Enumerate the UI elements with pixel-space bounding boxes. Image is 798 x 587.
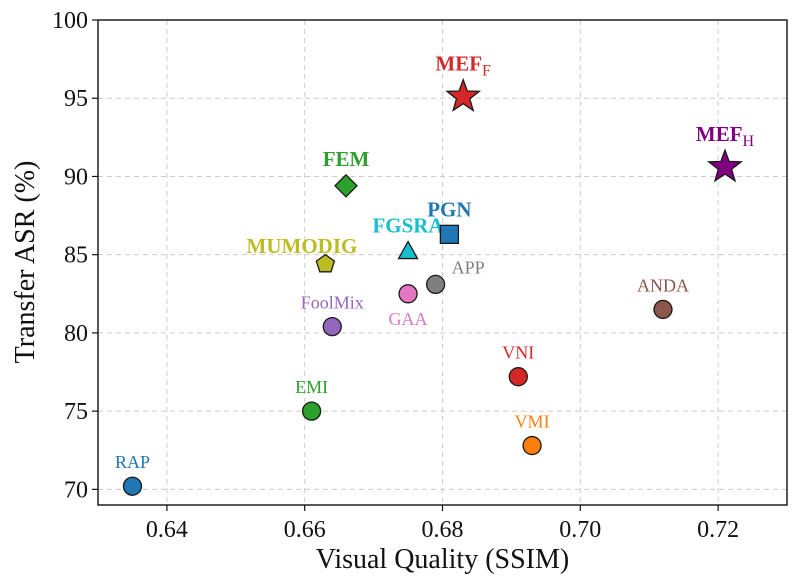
axis-ticks: 0.64 0.66 0.68 0.70 0.72 70 75 80 85 90 95 100 — [52, 8, 739, 543]
app-label: APP — [452, 257, 485, 277]
x-tick-label: 0.70 — [559, 517, 601, 543]
fgsra-label: FGSRA — [372, 214, 444, 238]
vni-label: VNI — [502, 343, 534, 363]
pgn-marker — [439, 224, 460, 244]
y-tick-label: 85 — [64, 243, 88, 269]
y-tick-label: 90 — [64, 164, 88, 190]
y-tick-label: 75 — [64, 399, 88, 425]
x-tick-label: 0.64 — [146, 517, 188, 543]
vni-marker — [508, 367, 528, 387]
y-axis-title: Transfer ASR (%) — [10, 161, 41, 364]
y-tick-label: 80 — [64, 321, 88, 347]
emi-label: EMI — [295, 377, 328, 397]
mef-f-label: MEFF — [435, 52, 491, 80]
rap-label: RAP — [115, 452, 150, 472]
mef-f-label-subscript: F — [482, 63, 491, 80]
app-marker — [425, 274, 446, 295]
mumodig-label: MUMODIG — [247, 234, 358, 258]
mef-h-label: MEFH — [696, 122, 755, 150]
grid — [98, 19, 787, 505]
rap-marker — [122, 476, 143, 496]
x-axis-title: Visual Quality (SSIM) — [316, 544, 569, 575]
gaa-marker — [398, 284, 418, 304]
data-points: RAP EMI FoolMix GAA APP VNI VMI ANDA MUMODIG FGSR… — [115, 52, 755, 496]
y-tick-label: 100 — [52, 8, 88, 34]
mef-h-label-subscript: H — [743, 133, 755, 150]
x-tick-label: 0.72 — [697, 517, 739, 543]
fem-label: FEM — [323, 147, 370, 171]
foolmix-marker — [322, 316, 342, 337]
y-tick-label: 70 — [64, 477, 88, 503]
anda-label: ANDA — [637, 275, 689, 295]
gaa-label: GAA — [389, 309, 428, 329]
x-tick-label: 0.68 — [422, 517, 464, 543]
mumodig-marker — [315, 253, 336, 273]
fgsra-marker — [397, 240, 419, 260]
x-tick-label: 0.66 — [284, 517, 326, 543]
pgn-label: PGN — [427, 197, 471, 221]
emi-marker — [301, 401, 322, 421]
vmi-marker — [522, 435, 542, 456]
mef-h-marker — [706, 148, 744, 183]
anda-marker — [653, 299, 673, 320]
fem-marker — [334, 173, 358, 198]
mef-f-marker — [445, 77, 482, 112]
vmi-label: VMI — [515, 412, 550, 432]
y-tick-label: 95 — [64, 86, 88, 112]
foolmix-label: FoolMix — [301, 293, 364, 313]
